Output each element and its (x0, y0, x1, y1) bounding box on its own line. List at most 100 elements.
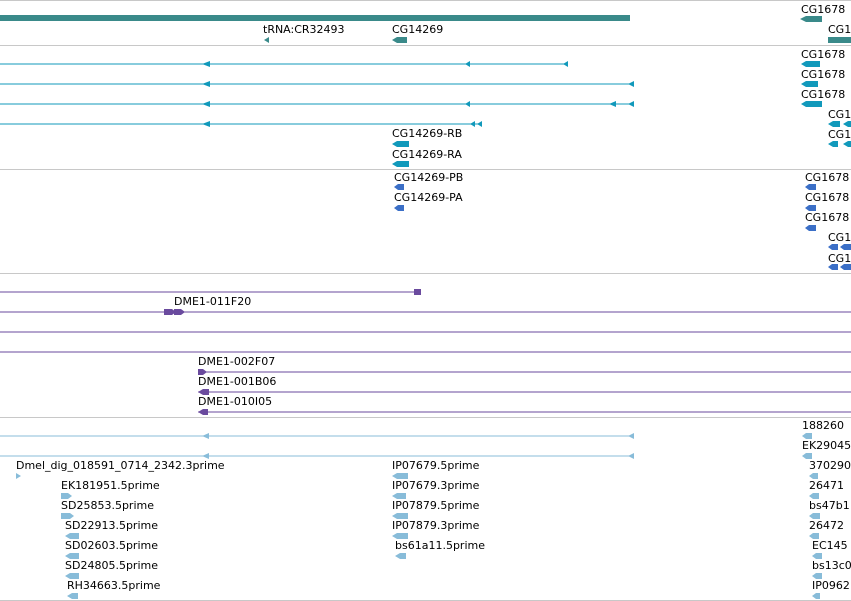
est-label: bs13c0 (812, 559, 851, 572)
clone-track: DME1-011F20 DME1-002F07 DME1-001B06 DME1… (0, 289, 851, 415)
est-feature[interactable] (809, 493, 819, 499)
clone-label: DME1-010I05 (198, 395, 272, 408)
est-feature[interactable] (61, 493, 72, 499)
cds-label: CG1678 (805, 211, 849, 224)
est-feature[interactable] (392, 493, 406, 499)
est-feature[interactable] (809, 533, 819, 539)
clone-end-marker (198, 369, 207, 375)
gene-feature-bar[interactable] (0, 15, 630, 21)
cds-feature[interactable] (805, 225, 816, 231)
gene-feature-arrow[interactable] (392, 37, 407, 43)
est-feature[interactable] (392, 533, 408, 539)
transcript-feature[interactable] (801, 61, 820, 67)
cds-label: CG14269-PB (394, 171, 463, 184)
est-feature[interactable] (812, 553, 822, 559)
clone-label: DME1-001B06 (198, 375, 276, 388)
cds-feature[interactable] (828, 264, 838, 270)
est-label: 188260 (802, 419, 844, 432)
est-feature[interactable] (809, 513, 820, 519)
transcript-feature[interactable] (828, 141, 838, 147)
est-label: IP07679.3prime (392, 479, 480, 492)
transcript-feature[interactable] (843, 121, 851, 127)
cds-feature[interactable] (394, 205, 404, 211)
cds-feature[interactable] (805, 184, 816, 190)
est-label: EK29045 (802, 439, 851, 452)
est-labels: 188260 EK29045 Dmel_dig_018591_0714_2342… (16, 419, 851, 592)
transcript-label: CG14269-RB (392, 127, 462, 140)
est-feature[interactable] (16, 473, 21, 479)
cds-feature[interactable] (840, 244, 851, 250)
est-label: SD02603.5prime (65, 539, 158, 552)
gene-label: CG1 (828, 23, 851, 36)
transcript-labels: CG1678 CG1678 CG1678 CG1 CG1 CG14269-RB … (392, 48, 851, 161)
est-feature[interactable] (812, 593, 820, 599)
est-label: RH34663.5prime (67, 579, 161, 592)
cds-label: CG14269-PA (394, 191, 463, 204)
cds-feature[interactable] (840, 264, 851, 270)
est-marker (628, 453, 634, 459)
est-feature[interactable] (809, 473, 818, 479)
transcript-label: CG14269-RA (392, 148, 462, 161)
exon-marker (202, 101, 210, 107)
transcript-feature[interactable] (392, 161, 409, 167)
est-feature[interactable] (65, 533, 79, 539)
clone-end-marker (198, 389, 209, 395)
transcript-label: CG1678 (801, 88, 845, 101)
clone-end-marker (198, 409, 208, 415)
transcript-label: CG1 (828, 128, 851, 141)
cds-label: CG1 (828, 231, 851, 244)
transcript-feature[interactable] (801, 81, 818, 87)
est-label: bs47b1 (809, 499, 850, 512)
cds-label: CG1 (828, 252, 851, 265)
gene-feature-arrow[interactable] (800, 16, 822, 22)
est-label: 26472 (809, 519, 844, 532)
est-label: IP07879.5prime (392, 499, 480, 512)
protein-track: CG14269-PB CG14269-PA CG1678 CG1678 CG16… (394, 171, 851, 270)
est-feature[interactable] (65, 553, 79, 559)
est-feature[interactable] (392, 513, 408, 519)
est-label: bs61a11.5prime (395, 539, 485, 552)
est-label: SD24805.5prime (65, 559, 158, 572)
gene-label: CG14269 (392, 23, 443, 36)
exon-marker (465, 101, 470, 107)
exon-marker (609, 101, 616, 107)
est-feature[interactable] (61, 513, 74, 519)
est-marker (628, 433, 634, 439)
transcript-feature[interactable] (843, 141, 851, 147)
transcript-label: CG1 (828, 108, 851, 121)
clone-label: DME1-002F07 (198, 355, 275, 368)
exon-marker (563, 61, 568, 67)
transcript-label: CG1678 (801, 68, 845, 81)
est-label: IP0962 (812, 579, 850, 592)
cds-label: CG1678 (805, 171, 849, 184)
clone-label: DME1-011F20 (174, 295, 251, 308)
transcript-feature[interactable] (392, 141, 409, 147)
est-feature[interactable] (67, 593, 78, 599)
gene-feature-bar[interactable] (828, 37, 851, 43)
est-label: 26471 (809, 479, 844, 492)
cds-feature[interactable] (394, 184, 404, 190)
est-feature[interactable] (395, 553, 406, 559)
exon-marker (202, 61, 210, 67)
est-feature[interactable] (392, 473, 408, 479)
est-feature[interactable] (812, 573, 822, 579)
exon-marker (465, 61, 470, 67)
est-label: SD25853.5prime (61, 499, 154, 512)
exon-marker (628, 101, 634, 107)
clone-end-marker (174, 309, 185, 315)
cds-feature[interactable] (805, 205, 816, 211)
exon-marker (470, 121, 475, 127)
est-label: Dmel_dig_018591_0714_2342.3prime (16, 459, 225, 472)
est-feature[interactable] (65, 573, 79, 579)
cds-feature[interactable] (828, 244, 838, 250)
transcript-feature[interactable] (828, 121, 840, 127)
transcript-track (0, 61, 851, 167)
est-feature[interactable] (802, 433, 812, 439)
gene-feature-arrow[interactable] (264, 37, 269, 43)
est-feature[interactable] (802, 453, 812, 459)
est-label: 370290 (809, 459, 851, 472)
transcript-feature[interactable] (801, 101, 822, 107)
est-label: IP07879.3prime (392, 519, 480, 532)
est-marker (202, 433, 209, 439)
exon-marker (202, 81, 210, 87)
